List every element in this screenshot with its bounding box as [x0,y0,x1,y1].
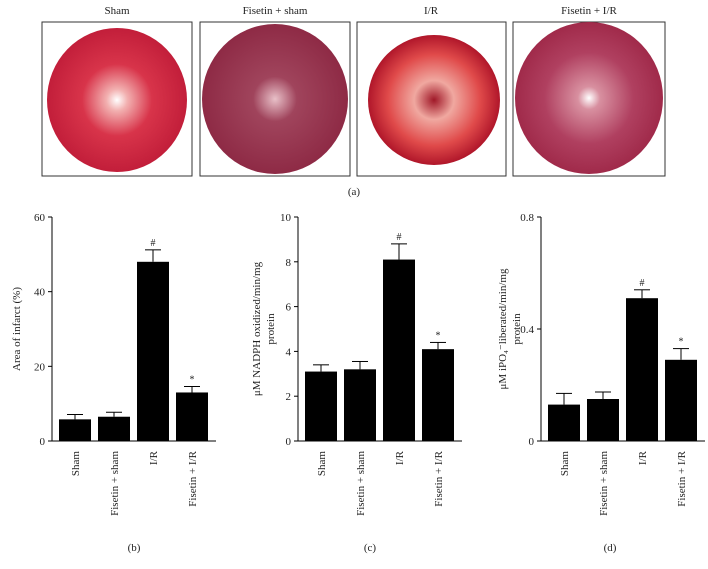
bar [665,359,697,441]
panel-caption: (a) [348,186,361,198]
y-tick-label: 4 [286,346,292,358]
bar [587,399,619,441]
x-tick-label: Fisetin + sham [598,451,610,516]
y-tick-label: 60 [34,212,46,224]
bar [422,349,454,441]
image-label: Fisetin + I/R [561,5,617,17]
significance-marker: # [151,238,156,249]
heart-image [515,22,663,174]
x-tick-label: I/R [148,450,160,465]
panel-caption: (c) [364,542,377,554]
y-tick-label: 0 [286,436,292,448]
y-tick-label: 10 [280,212,292,224]
y-tick-label: 8 [286,257,292,269]
y-tick-label: 6 [286,302,292,314]
bar [548,404,580,441]
y-axis-label: Area of infarct (%) [11,287,23,371]
bar [59,419,91,441]
heart-image [47,28,187,172]
x-tick-label: Sham [70,451,82,477]
significance-marker: # [640,278,645,289]
y-tick-label: 20 [34,361,46,373]
y-tick-label: 2 [286,391,292,403]
y-tick-label: 40 [34,287,46,299]
bar [383,259,415,441]
significance-marker: * [436,330,441,341]
bar [98,416,130,441]
y-axis-label: μM iPO₄⁻liberated/min/mg [497,268,509,389]
x-tick-label: Fisetin + sham [109,451,121,516]
x-tick-label: I/R [637,450,649,465]
y-tick-label: 0.8 [520,212,534,224]
y-tick-label: 0.4 [520,324,534,336]
image-label: I/R [424,5,439,17]
heart-image [202,24,348,174]
bar [626,298,658,441]
bar [137,261,169,441]
x-tick-label: Fisetin + I/R [676,450,688,506]
x-tick-label: Sham [559,451,571,477]
y-axis-label: μM NADPH oxidized/min/mg [251,261,263,396]
x-tick-label: Fisetin + I/R [433,450,445,506]
significance-marker: * [190,374,195,385]
panel-caption: (d) [604,542,617,554]
bar [305,371,337,441]
x-tick-label: I/R [394,450,406,465]
significance-marker: * [679,337,684,348]
bar [176,392,208,441]
y-tick-label: 0 [40,436,46,448]
panel-caption: (b) [128,542,141,554]
image-label: Fisetin + sham [243,5,308,17]
significance-marker: # [397,232,402,243]
panel-a: Sham Fisetin + sham I/R Fisetin + I/R (a… [41,5,666,198]
x-tick-label: Fisetin + I/R [187,450,199,506]
bar [344,369,376,441]
x-tick-label: Fisetin + sham [355,451,367,516]
y-axis-label: protein [511,313,523,345]
heart-image [368,35,500,165]
y-axis-label: protein [265,313,277,345]
y-tick-label: 0 [529,436,535,448]
x-tick-label: Sham [316,451,328,477]
image-label: Sham [104,5,130,17]
